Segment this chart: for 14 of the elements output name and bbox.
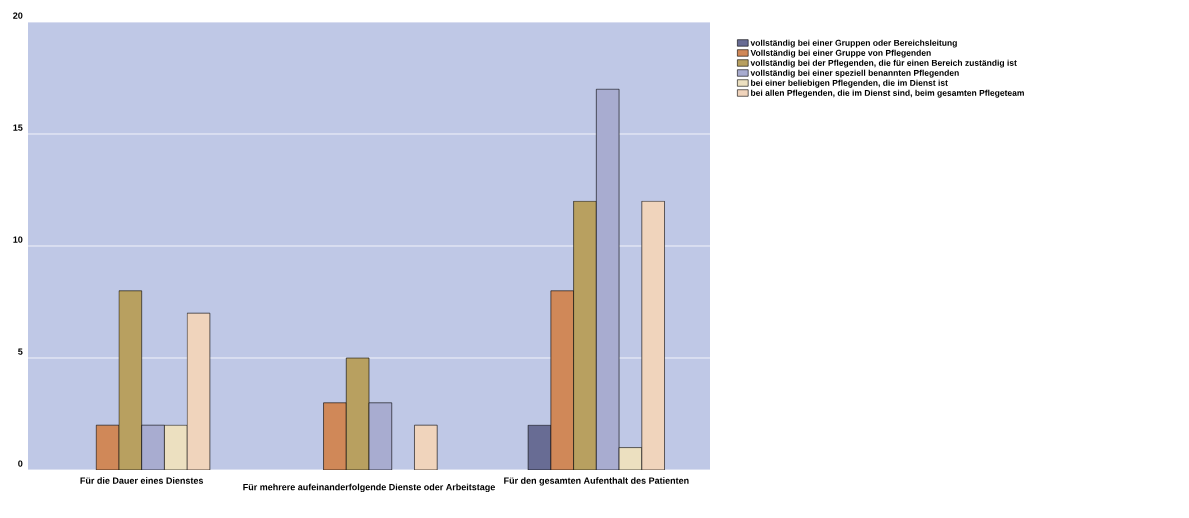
legend-label: vollständig bei einer Gruppen oder Bereichsleitung: [750, 39, 957, 48]
legend-label: Vollständig bei einer Gruppe von Pflegenden: [750, 49, 931, 58]
legend-label: bei allen Pflegenden, die im Dienst sind, beim gesamten Pflegeteam: [751, 89, 1024, 98]
y-tick-label: 10: [13, 236, 23, 243]
y-tick-label: 5: [18, 348, 23, 355]
x-tick-label: Für mehrere aufeinanderfolgende Dienste oder Arbeitstage: [243, 483, 495, 493]
y-tick-label: 0: [18, 460, 23, 467]
y-tick-label: 15: [13, 124, 23, 131]
legend-label: vollständig bei der Pflegenden, die für einen Bereich zuständig ist: [750, 59, 1017, 68]
y-tick-label: 20: [13, 12, 23, 19]
x-tick-label: Für die Dauer eines Dienstes: [80, 477, 204, 484]
legend-label: bei einer beliebigen Pflegenden, die im Dienst ist: [751, 79, 948, 88]
legend-label: vollständig bei einer speziell benannten Pflegenden: [750, 69, 959, 78]
x-tick-label: Für den gesamten Aufenthalt des Patienten: [504, 477, 689, 486]
